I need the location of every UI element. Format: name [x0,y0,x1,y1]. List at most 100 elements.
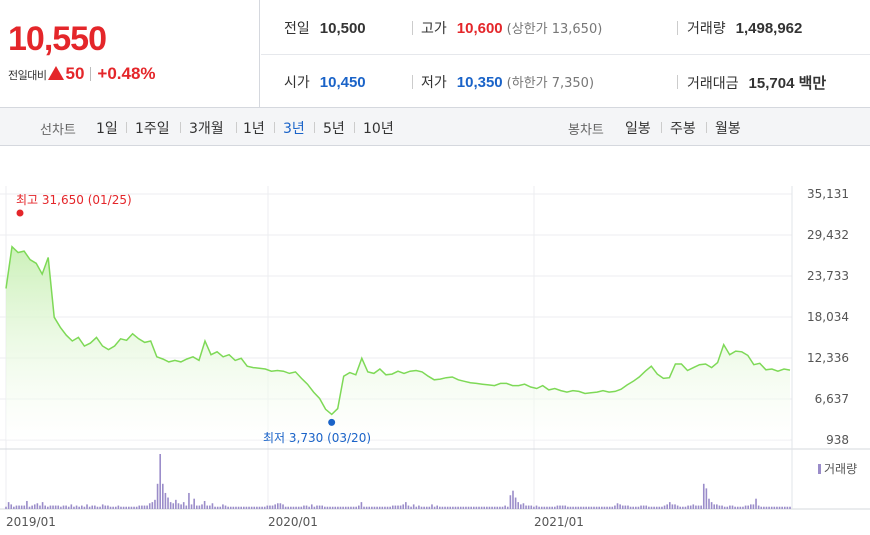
volume-bar [39,505,41,509]
volume-bar [585,506,587,509]
y-tick-label: 18,034 [807,310,849,324]
volume-bar [423,506,425,509]
volume-bar [410,506,412,509]
volume-bar [54,505,57,509]
volume-bar [478,506,480,509]
volume-bar [31,505,33,509]
divider [354,122,355,133]
volume-bar [23,505,26,509]
volume-bar [658,506,661,509]
volume-bar [135,506,138,509]
volume-bar [96,506,99,509]
tab-1d[interactable]: 1일 [96,121,118,137]
volume-bar [608,506,611,509]
max-marker-dot [16,209,24,217]
volume-bar [109,506,112,509]
volume-bar [554,506,556,509]
volume-bar [457,506,459,509]
volume-bar [52,505,54,509]
volume-bar [535,505,538,509]
volume-bar [99,506,101,509]
volume-bar [80,505,83,509]
x-tick-label: 2021/01 [534,515,584,529]
volume-bar [337,506,339,509]
volume-bar [470,506,472,509]
volume-bar [475,506,478,509]
volume-bar [465,506,467,509]
volume-bar [282,504,284,509]
tab-10y[interactable]: 10년 [363,121,394,137]
volume-bar [363,506,365,509]
volume-bar [378,506,381,509]
volume-bar [689,505,692,509]
divider [126,122,127,133]
volume-bar [527,505,530,509]
tab-1w[interactable]: 1주일 [135,121,170,137]
tab-1y[interactable]: 1년 [243,121,265,137]
volume-bar [33,504,36,509]
tab-5y[interactable]: 5년 [323,121,345,137]
volume-bar [279,503,282,509]
stat-volume: 거래량 1,498,962 [687,18,802,38]
volume-bar [326,506,329,509]
volume-bar [167,497,169,509]
stat-value: 1,498,962 [735,20,803,37]
volume-bar [373,506,376,509]
divider [412,75,413,89]
volume-bar [117,505,120,509]
y-tick-label: 29,432 [807,228,849,242]
volume-bar [141,505,143,509]
chart-tab-bar: 선차트 1일 1주일 3개월 1년 3년 5년 10년 봉차트 일봉 주봉 월봉 [0,108,870,146]
volume-bar [640,505,642,509]
volume-bar [57,505,60,509]
volume-bar [648,506,650,509]
volume-bar [26,500,28,509]
volume-bar [517,502,520,509]
volume-bar [729,505,731,509]
volume-bar [452,506,454,509]
stat-label: 저가 [421,75,447,91]
volume-bar [339,506,342,509]
volume-bar [642,505,645,509]
volume-bar [75,505,78,509]
volume-bar [734,506,736,509]
tab-weekly[interactable]: 주봉 [670,121,696,137]
volume-bar [587,506,590,509]
line-chart-title: 선차트 [40,123,76,138]
stat-label: 거래량 [687,21,726,37]
tab-3m[interactable]: 3개월 [189,121,224,137]
volume-bar [177,503,180,509]
volume-bar [263,506,266,509]
volume-bar [381,506,384,509]
volume-bar [624,505,627,509]
volume-bar [789,506,791,509]
volume-bar [368,506,371,509]
volume-bar [512,490,514,509]
volume-bar [222,504,224,509]
volume-bar [180,504,182,509]
volume-bar [62,505,65,509]
volume-bar [318,505,321,509]
volume-bar [130,506,133,509]
volume-bar [514,497,517,509]
volume-bar [365,506,368,509]
volume-bar [350,506,352,509]
volume-bar [755,498,757,509]
divider [677,21,678,35]
price-line [5,245,791,416]
volume-bar [778,506,781,509]
volume-bar [201,504,203,509]
tab-daily[interactable]: 일봉 [625,121,651,137]
volume-bar [773,506,776,509]
tab-3y[interactable]: 3년 [283,121,305,137]
volume-bar [668,502,671,509]
volume-bar [718,505,721,509]
volume-bar [154,499,156,509]
volume-bar [156,483,159,509]
volume-bar [47,506,49,509]
volume-bar [36,503,39,509]
tab-monthly[interactable]: 월봉 [715,121,741,137]
change-label: 전일대비 [8,69,47,82]
volume-bar [342,506,344,509]
